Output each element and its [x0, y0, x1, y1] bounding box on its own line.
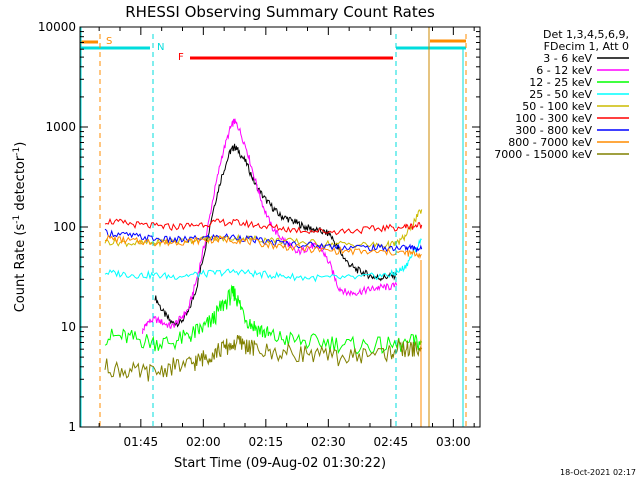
y-tick-label-0: 1	[68, 420, 76, 434]
x-tick-label-1: 02:00	[186, 435, 221, 449]
y-axis-label-main: Count Rate (s	[13, 224, 28, 313]
legend-label-6: 300 - 800 keV	[515, 124, 592, 137]
legend-label-8: 7000 - 15000 keV	[494, 148, 592, 161]
series-line-7	[104, 234, 422, 260]
y-tick-label-4: 10000	[38, 20, 76, 34]
legend-header-0: Det 1,3,4,5,6,9,	[543, 28, 629, 41]
series-line-8	[104, 334, 423, 382]
x-tick-label-2: 02:15	[249, 435, 284, 449]
series-layer	[104, 118, 423, 382]
x-axis-label: Start Time (09-Aug-02 01:30:22)	[174, 456, 386, 471]
timestamp: 18-Oct-2021 02:17	[560, 468, 636, 477]
flag-label-n: N	[157, 42, 164, 53]
y-axis-label-mid: detector	[13, 155, 28, 215]
y-axis-label-sup1: -1	[12, 215, 22, 224]
legend-label-1: 6 - 12 keV	[536, 64, 592, 77]
legend-header-1: FDecim 1, Att 0	[544, 40, 629, 53]
series-line-4	[104, 209, 423, 249]
series-line-1	[142, 118, 398, 334]
y-tick-label-1: 10	[61, 320, 76, 334]
legend: Det 1,3,4,5,6,9,FDecim 1, Att 03 - 6 keV…	[494, 28, 629, 161]
legend-label-3: 25 - 50 keV	[529, 88, 592, 101]
axis-ticks: 01:45 02:00 02:15 02:30 02:45 03:00 1 10 100 1000…	[38, 20, 480, 449]
x-tick-label-0: 01:45	[124, 435, 159, 449]
y-axis-label: Count Rate (s-1 detector-1)	[12, 142, 28, 313]
chart-title: RHESSI Observing Summary Count Rates	[125, 3, 435, 21]
y-axis-label-end: )	[13, 142, 28, 147]
flag-label-s: S	[106, 36, 112, 47]
legend-label-7: 800 - 7000 keV	[508, 136, 592, 149]
flags-layer: S N F	[80, 27, 467, 427]
y-axis-label-sup2: -1	[12, 147, 22, 156]
series-line-0	[154, 143, 398, 328]
x-tick-label-4: 02:45	[374, 435, 409, 449]
legend-label-5: 100 - 300 keV	[515, 112, 592, 125]
x-tick-label-5: 03:00	[436, 435, 471, 449]
series-line-6	[104, 228, 423, 254]
y-tick-label-2: 100	[53, 220, 76, 234]
series-line-2	[104, 284, 423, 355]
legend-label-0: 3 - 6 keV	[543, 52, 592, 65]
series-line-5	[104, 217, 423, 236]
legend-label-4: 50 - 100 keV	[522, 100, 592, 113]
y-tick-label-3: 1000	[45, 120, 76, 134]
series-line-3	[104, 238, 422, 283]
flag-label-f: F	[178, 52, 184, 63]
x-tick-label-3: 02:30	[311, 435, 346, 449]
legend-label-2: 12 - 25 keV	[529, 76, 592, 89]
